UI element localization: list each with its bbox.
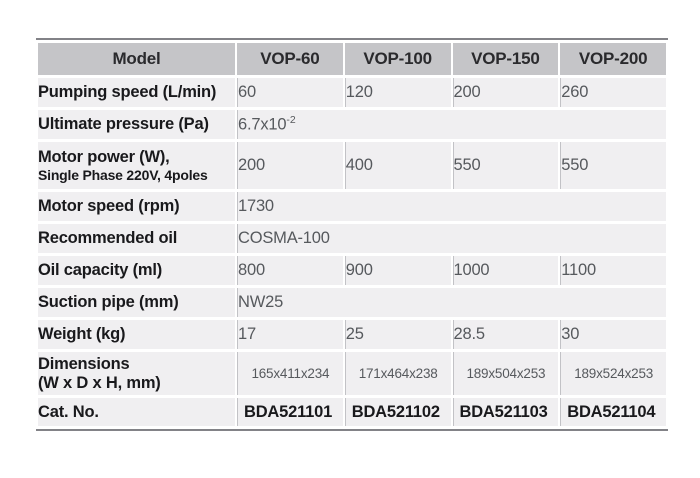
cell-value: 800 (237, 256, 343, 285)
cell-value: 1000 (452, 256, 559, 285)
spec-table-grid: Model VOP-60 VOP-100 VOP-150 VOP-200 Pum… (36, 40, 668, 429)
row-ultimate-pressure: Ultimate pressure (Pa) 6.7x10-2 (38, 110, 666, 139)
cell-value: 30 (560, 320, 666, 349)
cell-value: 171x464x238 (344, 352, 451, 395)
cell-value: 17 (237, 320, 343, 349)
spec-table: Model VOP-60 VOP-100 VOP-150 VOP-200 Pum… (36, 38, 668, 431)
cell-value: 200 (452, 78, 559, 107)
row-label: Motor power (W), Single Phase 220V, 4pol… (38, 142, 235, 189)
cell-value: 260 (560, 78, 666, 107)
row-recommended-oil: Recommended oil COSMA-100 (38, 224, 666, 253)
col-header-vop-100: VOP-100 (344, 43, 451, 75)
cell-value: 165x411x234 (237, 352, 343, 395)
row-dimensions: Dimensions (W x D x H, mm) 165x411x234 1… (38, 352, 666, 395)
row-label: Oil capacity (ml) (38, 256, 235, 285)
row-label: Cat. No. (38, 398, 235, 426)
row-label: Motor speed (rpm) (38, 192, 235, 221)
row-motor-speed: Motor speed (rpm) 1730 (38, 192, 666, 221)
col-header-vop-60: VOP-60 (237, 43, 343, 75)
row-pumping-speed: Pumping speed (L/min) 60 120 200 260 (38, 78, 666, 107)
row-label: Dimensions (W x D x H, mm) (38, 352, 235, 395)
row-oil-capacity: Oil capacity (ml) 800 900 1000 1100 (38, 256, 666, 285)
cell-value: 189x504x253 (452, 352, 559, 395)
cell-value: BDA521101 (237, 398, 343, 426)
cell-value: 900 (344, 256, 451, 285)
row-label-line2: Single Phase 220V, 4poles (38, 166, 208, 183)
cell-value: 550 (560, 142, 666, 189)
row-label: Suction pipe (mm) (38, 288, 235, 317)
pressure-base: 6.7x10 (238, 115, 287, 134)
cell-value-span: COSMA-100 (237, 224, 666, 253)
cell-value-span: 6.7x10-2 (237, 110, 666, 139)
cell-value: BDA521102 (344, 398, 451, 426)
cell-value: BDA521104 (560, 398, 666, 426)
row-cat-no: Cat. No. BDA521101 BDA521102 BDA521103 B… (38, 398, 666, 426)
cell-value: 200 (237, 142, 343, 189)
cell-value: 60 (237, 78, 343, 107)
row-suction-pipe: Suction pipe (mm) NW25 (38, 288, 666, 317)
row-label: Pumping speed (L/min) (38, 78, 235, 107)
row-label-line1: Dimensions (38, 354, 130, 373)
cell-value: 550 (452, 142, 559, 189)
cell-value: 25 (344, 320, 451, 349)
header-row: Model VOP-60 VOP-100 VOP-150 VOP-200 (38, 43, 666, 75)
cell-value: 400 (344, 142, 451, 189)
col-header-model: Model (38, 43, 235, 75)
row-weight: Weight (kg) 17 25 28.5 30 (38, 320, 666, 349)
col-header-vop-150: VOP-150 (452, 43, 559, 75)
cell-value: 1100 (560, 256, 666, 285)
cell-value: 120 (344, 78, 451, 107)
row-label-line2: (W x D x H, mm) (38, 373, 161, 392)
col-header-vop-200: VOP-200 (560, 43, 666, 75)
row-label: Weight (kg) (38, 320, 235, 349)
row-label-line1: Motor power (W), (38, 147, 170, 166)
cell-value-span: NW25 (237, 288, 666, 317)
row-label: Recommended oil (38, 224, 235, 253)
row-label: Ultimate pressure (Pa) (38, 110, 235, 139)
cell-value: 28.5 (452, 320, 559, 349)
pressure-exponent: -2 (286, 114, 296, 127)
cell-value: 189x524x253 (560, 352, 666, 395)
cell-value: BDA521103 (452, 398, 559, 426)
cell-value-span: 1730 (237, 192, 666, 221)
row-motor-power: Motor power (W), Single Phase 220V, 4pol… (38, 142, 666, 189)
